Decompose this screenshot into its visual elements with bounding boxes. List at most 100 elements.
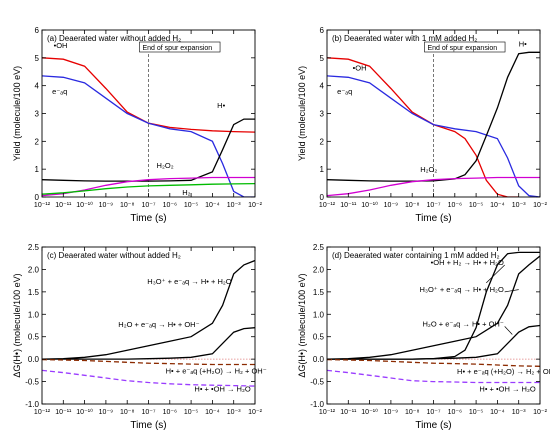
x-tick-label: 10⁻⁷ [426,202,440,209]
y-tick-label: 2.0 [28,265,40,274]
y-tick-label: 2.0 [313,265,325,274]
x-tick-label: 10⁻¹² [34,202,51,209]
series-label-3: H• + •OH → H₂O [194,384,250,393]
y-tick-label: 1.0 [28,310,40,319]
series-line-0 [42,259,255,360]
y-tick-label: 2 [320,137,325,146]
y-tick-label: 0.0 [28,355,40,364]
x-tick-label: 10⁻² [248,202,262,209]
series-line-1 [42,75,255,197]
y-tick-label: 4 [320,82,325,91]
x-tick-label: 10⁻⁵ [469,409,483,416]
x-tick-label: 10⁻⁶ [448,202,462,209]
series-label-3: H₂O₂ [157,161,174,170]
series-label-1: e⁻ₐq [337,87,352,96]
annotation-leader-line [486,264,505,284]
y-tick-label: 1.0 [313,310,325,319]
y-tick-label: 5 [320,54,325,63]
series-line-3 [327,176,540,197]
x-tick-label: 10⁻⁸ [120,409,134,416]
x-tick-label: 10⁻¹¹ [55,202,72,209]
series-label-2: H• [217,101,225,110]
series-label-4: H• + •OH → H₂O [479,384,535,393]
y-tick-label: -0.5 [310,378,324,387]
x-tick-label: 10⁻¹¹ [340,409,357,416]
x-axis-label: Time (s) [130,213,166,224]
y-tick-label: -1.0 [25,400,39,409]
y-tick-label: 1.5 [313,288,325,297]
series-label-0: H₃O⁺ + e⁻ₐq → H• + H₂O [147,277,231,286]
y-tick-label: 2 [35,137,40,146]
series-label-0: •OH [54,41,68,50]
y-tick-label: 0.5 [28,333,40,342]
x-tick-label: 10⁻¹² [319,202,336,209]
series-line-4 [42,182,255,195]
y-tick-label: 1 [320,165,325,174]
x-tick-label: 10⁻⁵ [469,202,483,209]
y-tick-label: 2.5 [28,243,40,252]
x-tick-label: 10⁻⁶ [163,202,177,209]
chart-panel-a: End of spur expansion •OH e⁻ₐq H• H₂O₂ H₂ 10⁻¹… [12,26,263,224]
y-tick-label: 6 [320,26,325,35]
panel-title: (b) Deaerated water with 1 mM added H₂ [332,34,477,43]
y-tick-label: 3 [35,110,40,119]
y-tick-label: -0.5 [25,378,39,387]
x-tick-label: 10⁻² [533,409,547,416]
x-tick-label: 10⁻³ [512,409,526,416]
x-axis-label: Time (s) [130,420,166,431]
chart-panel-b: End of spur expansion •OH e⁻ₐq H• H₂O₂ 10⁻¹² 1… [297,26,548,224]
x-tick-label: 10⁻¹² [319,409,336,416]
x-tick-label: 10⁻¹⁰ [361,201,378,209]
x-tick-label: 10⁻⁹ [99,202,113,209]
x-tick-label: 10⁻⁴ [205,202,220,209]
x-tick-label: 10⁻¹⁰ [361,408,378,416]
series-label-3: H• + e⁻ₐq (+H₂O) → H₂ + OH⁻ [457,367,550,376]
x-tick-label: 10⁻² [248,409,262,416]
y-tick-label: 6 [35,26,40,35]
series-label-0: •OH [353,63,367,72]
series-line-1 [42,327,255,360]
x-tick-label: 10⁻⁵ [184,202,198,209]
series-line-2 [42,118,255,182]
y-tick-label: 0 [320,193,325,202]
series-label-1: e⁻ₐq [52,87,67,96]
x-tick-label: 10⁻⁵ [184,409,198,416]
series-line-1 [327,255,540,360]
x-tick-label: 10⁻¹⁰ [76,408,93,416]
x-tick-label: 10⁻¹¹ [55,409,72,416]
x-tick-label: 10⁻⁹ [99,409,113,416]
annotation-leader-line [504,289,519,293]
y-tick-label: 0.0 [313,355,325,364]
series-label-3: H₂O₂ [420,165,437,174]
x-tick-label: 10⁻¹² [34,409,51,416]
y-axis-label: ΔG(H•) (molecule/100 eV) [297,273,307,377]
panel-title: (c) Deaerated water without added H₂ [47,251,181,260]
chart-panel-c: H₃O⁺ + e⁻ₐq → H• + H₂O H₂O + e⁻ₐq → H• + … [12,243,267,431]
series-line-4 [327,369,540,384]
x-tick-label: 10⁻⁹ [384,202,398,209]
y-tick-label: -1.0 [310,400,324,409]
x-tick-label: 10⁻⁹ [384,409,398,416]
x-tick-label: 10⁻⁷ [426,409,440,416]
panel-title: (a) Deaerated water without added H₂ [47,34,181,43]
x-tick-label: 10⁻³ [227,409,241,416]
series-label-2: H• + e⁻ₐq (+H₂O) → H₂ + OH⁻ [166,366,267,375]
spur-expansion-label-box [139,41,221,53]
y-tick-label: 1 [35,165,40,174]
series-label-1: H₃O⁺ + e⁻ₐq → H• + H₂O [419,285,503,294]
x-tick-label: 10⁻⁶ [163,409,177,416]
x-axis-label: Time (s) [415,420,451,431]
series-label-2: H₂O + e⁻ₐq → H• + OH⁻ [423,319,504,328]
y-tick-label: 0.5 [313,333,325,342]
y-tick-label: 0 [35,193,40,202]
x-tick-label: 10⁻⁸ [405,409,419,416]
series-line-3 [327,358,540,367]
x-tick-label: 10⁻¹¹ [340,202,357,209]
chart-panel-d: •OH + H₂ → H• + H₂O H₃O⁺ + e⁻ₐq → H• + H₂… [297,243,550,431]
x-tick-label: 10⁻³ [512,202,526,209]
annotation-leader-line [504,326,513,335]
x-tick-label: 10⁻⁴ [490,202,505,209]
spur-expansion-label-box [424,41,506,53]
y-axis-label: Yield (molecule/100 eV) [12,66,22,161]
